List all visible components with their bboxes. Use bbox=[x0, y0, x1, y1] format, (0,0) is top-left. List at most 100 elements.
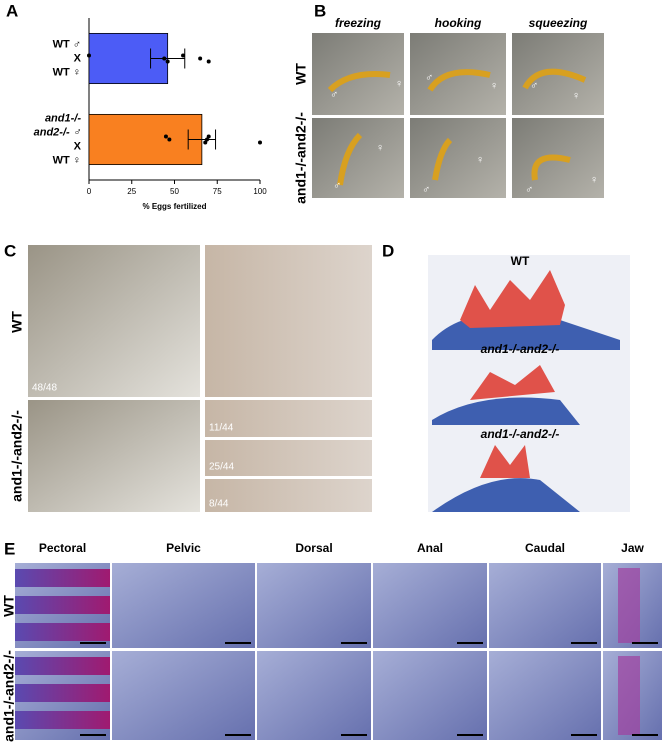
data-point bbox=[203, 140, 208, 145]
symbol: ♀ bbox=[572, 90, 580, 102]
photo bbox=[257, 651, 371, 740]
symbol: ♂ bbox=[530, 80, 538, 92]
count-label: 8/44 bbox=[209, 499, 229, 510]
photo bbox=[15, 569, 110, 587]
y-tick-label: and1-/- bbox=[45, 112, 81, 124]
row-label: and1-/-and2-/- bbox=[293, 112, 309, 204]
data-point bbox=[167, 137, 172, 142]
data-point bbox=[181, 53, 186, 58]
symbol: ♂ bbox=[422, 184, 430, 196]
y-tick-label: and2-/- ♂ bbox=[34, 126, 81, 138]
x-tick-label: 50 bbox=[170, 187, 179, 196]
photo bbox=[205, 479, 372, 512]
y-tick-label: X bbox=[74, 140, 82, 152]
photo bbox=[28, 400, 200, 512]
photo bbox=[15, 623, 110, 641]
data-point bbox=[206, 134, 211, 139]
photo bbox=[15, 657, 110, 675]
photo bbox=[480, 445, 530, 478]
row-label: WT bbox=[9, 311, 25, 333]
panel-label: E bbox=[4, 539, 15, 558]
symbol: ♂ bbox=[425, 72, 433, 84]
row-label: WT bbox=[293, 63, 309, 85]
data-point bbox=[206, 59, 211, 64]
photo bbox=[489, 651, 601, 740]
photo bbox=[257, 563, 371, 648]
column-header: squeezing bbox=[529, 16, 588, 30]
fish bbox=[531, 154, 571, 181]
photo bbox=[112, 651, 255, 740]
count-label: 11/44 bbox=[209, 423, 234, 434]
data-point bbox=[204, 137, 209, 142]
column-header: freezing bbox=[335, 16, 382, 30]
photo bbox=[28, 245, 200, 397]
photo bbox=[410, 118, 506, 198]
column-header: Caudal bbox=[525, 541, 565, 555]
symbol: ♀ bbox=[476, 154, 484, 166]
column-header: Anal bbox=[417, 541, 443, 555]
panel-label: D bbox=[382, 241, 394, 260]
photo bbox=[15, 684, 110, 702]
fish bbox=[522, 68, 587, 90]
y-tick-label: WT ♀ bbox=[53, 66, 81, 78]
fish bbox=[427, 69, 491, 92]
column-header: hooking bbox=[435, 16, 482, 30]
x-tick-label: 100 bbox=[253, 187, 267, 196]
data-point bbox=[258, 140, 262, 145]
panel-b: freezing hooking squeezing WT and1-/-and… bbox=[293, 16, 604, 204]
photo bbox=[205, 440, 372, 476]
photo bbox=[489, 563, 601, 648]
photo-label: WT bbox=[511, 254, 530, 268]
photo bbox=[15, 596, 110, 614]
photo bbox=[618, 656, 640, 735]
panel-c: WT and1-/-and2-/- 48/48 11/44 25/44 8/44 bbox=[9, 245, 372, 512]
symbol: ♀ bbox=[590, 174, 598, 186]
bar bbox=[88, 113, 203, 166]
fish bbox=[327, 71, 391, 93]
panel-label: C bbox=[4, 241, 16, 260]
photo bbox=[432, 397, 580, 425]
photo bbox=[373, 651, 487, 740]
photo bbox=[618, 568, 640, 643]
fish bbox=[337, 132, 363, 186]
fish bbox=[432, 137, 453, 181]
symbol: ♂ bbox=[330, 89, 338, 101]
y-tick-label: WT ♀ bbox=[53, 154, 81, 166]
data-point bbox=[165, 59, 170, 64]
count-label: 48/48 bbox=[32, 383, 57, 394]
y-tick-label: X bbox=[74, 52, 82, 64]
row-label: WT bbox=[1, 595, 17, 617]
row-label: and1-/-and2-/- bbox=[9, 410, 25, 502]
panel-label: B bbox=[314, 1, 326, 20]
symbol: ♀ bbox=[395, 78, 403, 90]
photo bbox=[373, 563, 487, 648]
symbol: ♂ bbox=[333, 180, 341, 192]
count-label: 25/44 bbox=[209, 462, 234, 473]
column-header: Pelvic bbox=[166, 541, 201, 555]
chart: 0 25 50 75 100 % Eggs fertilized WT ♂ X WT ♀ and1… bbox=[34, 18, 267, 211]
panel-d: WT and1-/-and2-/- and1-/-and2-/- bbox=[428, 254, 630, 512]
data-point bbox=[198, 56, 203, 61]
column-header: Jaw bbox=[621, 541, 644, 555]
symbol: ♀ bbox=[490, 80, 498, 92]
photo bbox=[470, 365, 555, 400]
photo bbox=[205, 400, 372, 437]
photo bbox=[15, 711, 110, 729]
x-tick-label: 25 bbox=[127, 187, 136, 196]
x-tick-label: 75 bbox=[213, 187, 222, 196]
row-label: and1-/-and2-/- bbox=[1, 650, 17, 742]
x-axis-label: % Eggs fertilized bbox=[142, 202, 206, 211]
data-point bbox=[163, 134, 168, 139]
column-header: Dorsal bbox=[295, 541, 332, 555]
photo bbox=[205, 245, 372, 397]
photo bbox=[112, 563, 255, 648]
column-header: Pectoral bbox=[39, 541, 86, 555]
x-tick-label: 0 bbox=[87, 187, 92, 196]
symbol: ♂ bbox=[525, 184, 533, 196]
y-tick-label: WT ♂ bbox=[53, 38, 81, 50]
photo-label: and1-/-and2-/- bbox=[481, 342, 560, 356]
panel-label: A bbox=[6, 1, 18, 20]
symbol: ♀ bbox=[376, 142, 384, 154]
photo bbox=[432, 478, 580, 512]
panel-e: WT and1-/-and2-/- Pectoral Pelvic Dorsal An… bbox=[1, 541, 662, 742]
